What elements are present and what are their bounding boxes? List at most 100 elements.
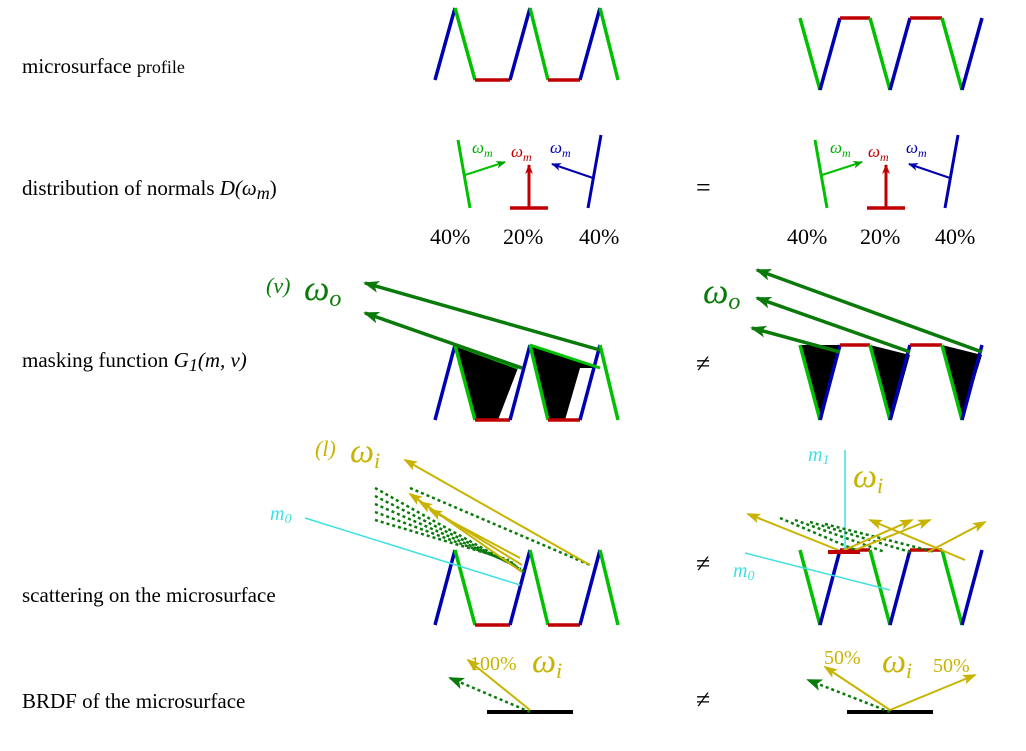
- arrow: [403, 459, 591, 566]
- normal-label: ωm: [511, 142, 532, 164]
- profile-facet: [868, 344, 892, 421]
- profile-facet: [433, 344, 457, 421]
- arrow: [464, 160, 506, 176]
- omega-i: ωi: [853, 458, 883, 498]
- shadow-ray: [824, 522, 936, 554]
- arrow: [823, 665, 891, 711]
- normal-label: ωm: [906, 138, 927, 160]
- profile-facet: [888, 17, 912, 91]
- profile-facet: [940, 17, 964, 91]
- profile-facet: [528, 549, 550, 626]
- arrow: [908, 163, 951, 179]
- arrow: [466, 658, 531, 711]
- row-label: distribution of normals D(ωm): [22, 176, 277, 203]
- profile-facet: [888, 549, 912, 626]
- omega-o: ωo: [703, 271, 740, 315]
- shadow: [800, 345, 840, 420]
- profile-facet: [818, 344, 842, 421]
- arrow: [839, 519, 914, 553]
- profile-facet: [798, 17, 822, 91]
- omega-o: ωo: [304, 268, 341, 312]
- shadow-ray: [374, 502, 518, 568]
- shadow: [870, 345, 910, 420]
- m1-label: m1: [808, 444, 829, 468]
- arrow: [418, 500, 523, 566]
- percent-label: 40%: [787, 224, 827, 249]
- profile-facet: [453, 7, 477, 81]
- shadow-ray: [374, 486, 526, 574]
- omega-i: ωi: [350, 433, 380, 473]
- omega-i: ωi: [532, 643, 562, 683]
- arrow: [750, 325, 841, 354]
- percent-label: 50%: [824, 647, 861, 669]
- arrow: [889, 674, 977, 711]
- profile-facet: [508, 7, 532, 81]
- profile-facet: [940, 344, 964, 421]
- shadow-ray: [374, 518, 510, 562]
- row-label: microsurface profile: [22, 54, 185, 78]
- percent-label: 40%: [430, 224, 470, 249]
- facet: [813, 139, 829, 209]
- profile-facet: [433, 7, 457, 81]
- profile-facet: [508, 549, 532, 626]
- profile-facet: [598, 344, 620, 421]
- profile-facet: [508, 344, 532, 421]
- facet: [586, 134, 603, 209]
- arrow: [868, 519, 966, 561]
- relation: ≠: [696, 549, 710, 578]
- percent-label: 50%: [933, 655, 970, 677]
- shadow: [942, 345, 982, 420]
- arrow: [363, 281, 601, 352]
- profile-facet: [868, 17, 892, 91]
- profile-facet: [598, 549, 620, 626]
- percent-label: 100%: [470, 653, 517, 675]
- shadow-ray: [779, 516, 861, 554]
- profile-facet: [578, 7, 602, 81]
- profile-facet: [453, 344, 477, 421]
- facet: [456, 139, 472, 209]
- profile-facet: [960, 17, 984, 91]
- percent-label: 40%: [579, 224, 619, 249]
- profile-facet: [433, 549, 457, 626]
- arrow: [755, 296, 911, 354]
- percent-label: 40%: [935, 224, 975, 249]
- normal-line: [744, 552, 891, 591]
- normal-line: [304, 517, 521, 586]
- arrow: [448, 676, 531, 714]
- profile-facet: [528, 344, 550, 421]
- arrow: [755, 268, 983, 354]
- row-label: BRDF of the microsurface: [22, 689, 245, 713]
- view-tag: (v): [266, 273, 290, 298]
- relation: ≠: [696, 685, 710, 714]
- profile-facet: [960, 344, 984, 421]
- arrow: [746, 513, 839, 551]
- arrow: [854, 519, 932, 551]
- m0-label: m0: [733, 560, 754, 584]
- profile-facet: [818, 549, 842, 626]
- profile-facet: [960, 549, 984, 626]
- row-label: scattering on the microsurface: [22, 583, 276, 607]
- profile-facet: [453, 549, 477, 626]
- profile-facet: [818, 17, 842, 91]
- normal-label: ωm: [472, 138, 493, 160]
- arrow: [927, 521, 987, 553]
- profile-facet: [528, 7, 550, 81]
- profile-facet: [598, 7, 620, 81]
- arrow: [428, 509, 521, 559]
- relation: =: [696, 173, 711, 202]
- shadow-ray: [794, 518, 886, 554]
- light-tag: (l): [315, 436, 336, 461]
- omega-i: ωi: [882, 643, 912, 683]
- m0-label: m0: [270, 503, 291, 527]
- percent-label: 20%: [503, 224, 543, 249]
- normal-label: ωm: [550, 138, 571, 160]
- arrow: [551, 163, 594, 179]
- masked-facet: [529, 343, 601, 370]
- profile-facet: [888, 344, 912, 421]
- percent-label: 20%: [860, 224, 900, 249]
- arrow: [806, 678, 891, 714]
- normal-label: ωm: [868, 142, 889, 164]
- normal-label: ωm: [830, 138, 851, 160]
- profile-facet: [578, 344, 602, 421]
